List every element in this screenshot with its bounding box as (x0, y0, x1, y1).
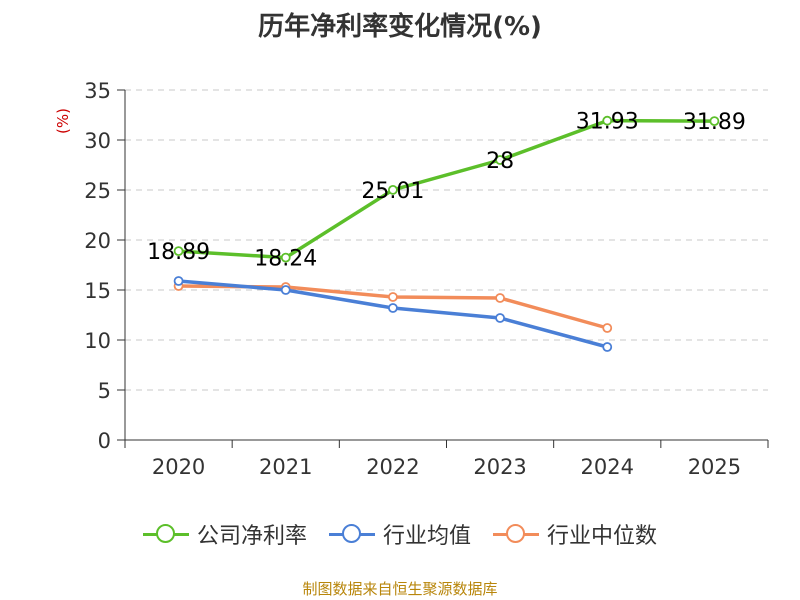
data-point (495, 293, 505, 303)
data-point (602, 115, 613, 126)
data-label: 18.89 (147, 240, 210, 265)
x-tick-label: 2022 (366, 455, 419, 479)
data-point (495, 313, 505, 323)
data-point (602, 323, 613, 333)
data-label: 18.24 (254, 247, 317, 272)
data-label: 25.01 (361, 179, 424, 204)
data-point (495, 155, 505, 165)
y-tick-label: 15 (84, 279, 111, 303)
data-label: 31.93 (576, 110, 639, 135)
x-tick-label: 2021 (259, 455, 312, 479)
legend: 公司净利率 行业均值 行业中位数 (0, 518, 800, 550)
series-line (178, 279, 608, 349)
y-tick-label: 10 (84, 329, 111, 353)
x-tick-label: 2020 (152, 455, 205, 479)
y-tick-label: 0 (98, 429, 111, 453)
data-source: 制图数据来自恒生聚源数据库 (302, 580, 498, 598)
data-point (173, 276, 184, 286)
y-tick-label: 25 (84, 179, 111, 203)
data-point (388, 303, 398, 313)
data-point (280, 285, 291, 295)
legend-label-industry-median: 行业中位数 (547, 524, 658, 549)
legend-item-company[interactable]: 公司净利率 (142, 518, 307, 550)
y-tick-label: 30 (84, 129, 111, 153)
legend-marker-company (142, 524, 189, 544)
data-point (388, 184, 398, 195)
legend-marker-industry-median (493, 524, 539, 544)
y-tick-label: 35 (84, 79, 111, 103)
y-tick-label: 20 (84, 229, 111, 253)
legend-label-company: 公司净利率 (196, 524, 307, 549)
data-point (602, 342, 613, 352)
x-tick-label: 2023 (473, 455, 526, 479)
legend-item-industry-median[interactable]: 行业中位数 (493, 518, 657, 550)
series-line (178, 118, 715, 260)
legend-label-industry-mean: 行业均值 (382, 524, 471, 549)
legend-item-industry-mean[interactable]: 行业均值 (328, 518, 471, 550)
chart-title: 历年净利率变化情况(%) (258, 12, 542, 42)
data-point (173, 246, 184, 257)
data-label: 31.89 (683, 110, 746, 135)
legend-marker-industry-mean (328, 524, 375, 544)
x-tick-label: 2025 (688, 455, 741, 479)
y-tick-label: 5 (98, 379, 111, 403)
data-point (709, 116, 720, 126)
data-label: 28 (486, 149, 514, 174)
data-point (388, 292, 398, 302)
data-point (280, 252, 291, 263)
x-tick-label: 2024 (581, 455, 634, 479)
